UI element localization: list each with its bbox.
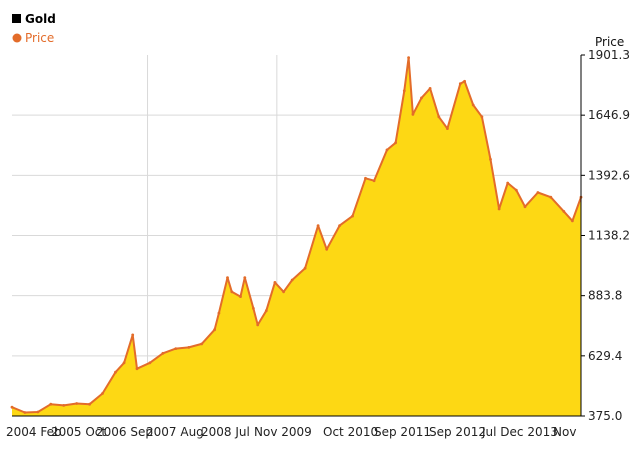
price-point [217, 311, 221, 315]
price-point [75, 402, 79, 405]
y-tick-label: 1138.2 [588, 229, 630, 243]
x-tick-label: Sep 2012 [429, 425, 486, 439]
x-tick-label: 2008 Jul [201, 425, 250, 439]
price-point [49, 402, 53, 406]
price-point [394, 141, 397, 145]
price-point [463, 79, 466, 83]
legend-price-label: Price [25, 31, 54, 45]
price-point [428, 87, 432, 90]
price-point [264, 309, 268, 313]
y-tick-label: 1392.6 [588, 168, 630, 182]
price-point [364, 176, 367, 180]
price-point [458, 82, 462, 86]
price-point [325, 247, 329, 251]
price-points [10, 56, 583, 414]
price-point [549, 195, 553, 199]
y-axis-title: Price [595, 35, 624, 49]
price-point [571, 219, 574, 223]
price-point [135, 367, 139, 371]
price-point [437, 115, 441, 119]
x-tick-label: Nov [553, 425, 576, 439]
price-point [23, 411, 27, 414]
price-point [282, 290, 285, 294]
price-point [523, 205, 527, 209]
price-point [514, 188, 518, 192]
chart-title: Gold [25, 12, 56, 26]
price-point [273, 281, 277, 284]
legend: Gold Price [12, 12, 56, 45]
price-point [411, 113, 415, 116]
price-point [200, 342, 204, 346]
x-tick-label: 2004 Feb [6, 425, 62, 439]
price-point [174, 347, 178, 350]
x-tick-label: 2007 Aug [146, 425, 204, 439]
price-point [256, 323, 260, 327]
price-point [536, 191, 540, 194]
price-point [420, 96, 423, 100]
price-area [12, 57, 581, 416]
price-point [303, 266, 307, 270]
price-point [10, 405, 14, 409]
price-point [36, 410, 40, 414]
price-point [338, 224, 341, 228]
price-point [161, 351, 165, 355]
price-point [213, 328, 217, 332]
x-tick-label: Sep 2011 [374, 425, 431, 439]
x-tick-label: Nov 2009 [254, 425, 312, 439]
price-point [239, 295, 242, 298]
price-point [372, 179, 376, 183]
price-point [351, 214, 354, 218]
price-point [88, 402, 91, 406]
price-point [114, 370, 117, 374]
price-point [187, 346, 191, 349]
price-point [489, 158, 492, 161]
price-point [226, 276, 229, 279]
y-tick-label: 375.0 [588, 409, 622, 423]
y-ticks: 1901.3 1646.9 1392.6 1138.2 883.8 629.4 375.0 [581, 48, 630, 423]
x-tick-label: 2006 Sep [96, 425, 153, 439]
y-tick-label: 1901.3 [588, 48, 630, 62]
price-point [148, 361, 152, 365]
price-point [506, 181, 510, 185]
legend-price-dot [12, 33, 22, 43]
price-point [446, 127, 449, 130]
price-point [122, 361, 126, 365]
price-point [385, 148, 389, 152]
y-tick-label: 883.8 [588, 289, 622, 303]
price-point [471, 103, 475, 107]
price-point [101, 392, 104, 395]
price-point [131, 333, 135, 337]
price-point [62, 404, 66, 407]
price-point [402, 89, 406, 93]
price-point [407, 56, 410, 60]
y-tick-label: 629.4 [588, 349, 622, 363]
legend-gold-square [12, 14, 21, 23]
x-tick-label: Oct 2010 [323, 425, 378, 439]
x-tick-label: 2005 Oct [51, 425, 106, 439]
price-point [480, 115, 484, 119]
y-tick-label: 1646.9 [588, 108, 630, 122]
price-point [252, 307, 255, 310]
price-point [243, 276, 247, 279]
price-point [497, 207, 501, 211]
price-point [230, 290, 234, 294]
price-point [290, 278, 294, 282]
price-point [562, 210, 566, 213]
price-point [316, 224, 320, 228]
x-tick-label: Jul Dec 2013 [481, 425, 558, 439]
